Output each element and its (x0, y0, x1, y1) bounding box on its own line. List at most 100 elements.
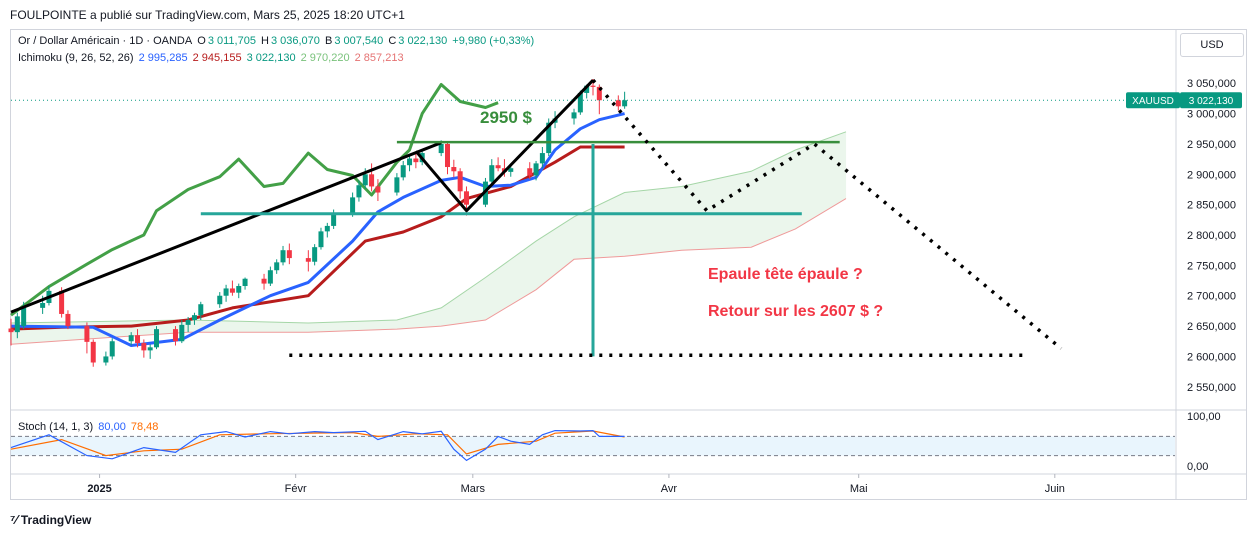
tradingview-brand[interactable]: ⁷⁄ TradingView (10, 512, 91, 527)
candle-body (8, 328, 14, 333)
candle-body (312, 247, 318, 262)
candle-body (457, 171, 463, 192)
candle-body (590, 85, 596, 87)
tenkan-value: 2 995,285 (138, 52, 188, 64)
candle-body (185, 320, 191, 325)
candle-body (615, 100, 621, 107)
candle-body (527, 168, 533, 176)
senkou-a-value: 2 970,220 (300, 52, 350, 64)
symbol-title[interactable]: Or / Dollar Américain · 1D · OANDA (18, 35, 193, 47)
tradingview-logo-icon: ⁷⁄ (10, 512, 18, 527)
candle-body (109, 341, 115, 357)
brand-label: TradingView (20, 513, 92, 527)
y-tick-label: 2 700,000 (1187, 291, 1236, 303)
candle-body (489, 165, 495, 182)
stoch-label[interactable]: Stoch (14, 1, 3) (18, 421, 94, 433)
candle-body (59, 290, 65, 314)
y-tick-label: 2 950,000 (1187, 139, 1236, 151)
candle-body (508, 168, 514, 172)
open-value: 3 011,705 (207, 35, 256, 47)
candle-body (584, 85, 590, 93)
ichimoku-cloud (11, 131, 847, 345)
price-tag (1180, 92, 1242, 109)
price-tag-label: 3 022,130 (1189, 96, 1234, 107)
x-tick-label: Févr (285, 483, 307, 495)
y-tick-label: 2 600,000 (1187, 351, 1236, 363)
candle-body (533, 163, 539, 176)
close-label: C (388, 35, 397, 47)
y-tick-label: 2 800,000 (1187, 230, 1236, 242)
y-tick-label: 2 550,000 (1187, 382, 1236, 394)
level-2950-label: 2950 $ (480, 108, 533, 127)
stoch-d-value: 78,48 (130, 421, 159, 433)
candle-body (223, 288, 229, 296)
candle-body (236, 286, 242, 293)
candle-body (242, 278, 248, 287)
candle-body (331, 213, 337, 226)
symbol-tag (1126, 92, 1180, 109)
candle-body (350, 197, 356, 214)
candle-body (413, 158, 419, 163)
candle-body (147, 347, 153, 351)
chart-frame (10, 29, 1247, 500)
candle-body (577, 92, 583, 113)
head-pattern-line (414, 79, 595, 213)
candle-body (286, 250, 292, 259)
candle-body (14, 316, 20, 333)
candle-body (267, 270, 273, 284)
y-tick-label: 2 750,000 (1187, 260, 1236, 272)
x-tick-label: Avr (661, 483, 678, 495)
currency-button[interactable]: USD (1180, 33, 1244, 57)
candle-body (438, 143, 444, 154)
candle-body (154, 329, 159, 348)
kijun-value: 2 945,155 (192, 52, 242, 64)
senkou-b-line (10, 198, 847, 345)
candle-body (128, 335, 134, 342)
symbol-tag-label: XAUUSD (1132, 96, 1174, 107)
tenkan-line (10, 112, 625, 347)
candle-body (65, 313, 71, 327)
candle-body (261, 278, 267, 284)
candle-body (141, 343, 147, 351)
candle-body (172, 329, 178, 342)
y-tick-label: 2 850,000 (1187, 200, 1236, 212)
low-value: 3 007,540 (334, 35, 384, 47)
ichimoku-legend: Ichimoku (9, 26, 52, 26) 2 995,285 2 945… (18, 52, 406, 64)
candle-body (179, 324, 185, 342)
candle-body (84, 326, 90, 342)
candle-body (362, 174, 368, 186)
chikou-line (10, 83, 499, 317)
candle-body (445, 143, 450, 168)
y-tick-label: 2 650,000 (1187, 321, 1236, 333)
high-label: H (261, 35, 269, 47)
y-tick-label: 3 000,000 (1187, 109, 1236, 121)
change-value: +9,980 (+0,33%) (452, 35, 535, 47)
candle-body (375, 186, 381, 193)
x-tick-label: 2025 (87, 483, 111, 495)
candle-body (21, 307, 27, 327)
candle-body (90, 341, 96, 363)
candle-body (40, 303, 46, 308)
candle-body (318, 231, 324, 248)
candle-body (217, 295, 223, 305)
chikou-value: 3 022,130 (246, 52, 296, 64)
candle-body (356, 185, 362, 198)
candle-body (103, 356, 109, 363)
candle-body (596, 86, 602, 101)
x-tick-label: Mars (461, 483, 486, 495)
candle-body (571, 112, 577, 119)
candle-body (229, 288, 235, 293)
candle-body (369, 174, 375, 187)
publisher-line: FOULPOINTE a publié sur TradingView.com,… (10, 8, 405, 22)
open-label: O (197, 35, 206, 47)
candle-body (495, 165, 501, 169)
candle-body (324, 225, 330, 232)
kijun-line (10, 145, 625, 331)
stoch-k-line (10, 429, 625, 462)
x-tick-label: Mai (850, 483, 868, 495)
candle-body (546, 122, 552, 154)
candle-body (400, 165, 406, 178)
ichimoku-label[interactable]: Ichimoku (9, 26, 52, 26) (18, 52, 134, 64)
